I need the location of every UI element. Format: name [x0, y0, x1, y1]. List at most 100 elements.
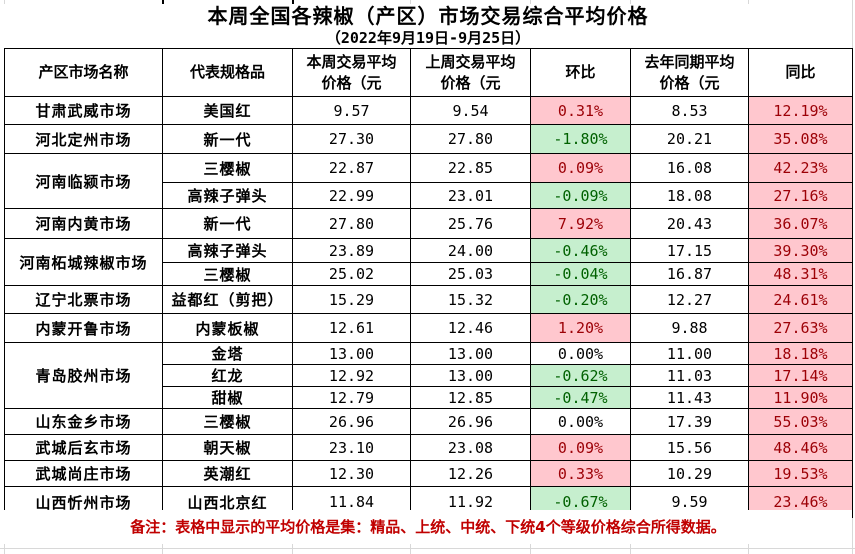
this-week-price: 12.61: [292, 313, 411, 343]
last-week-price: 12.26: [410, 460, 531, 487]
yoy-change: 11.90%: [748, 386, 853, 409]
last-year-price: 16.87: [630, 262, 749, 286]
market-name: 武城后玄市场: [4, 434, 163, 461]
last-week-price: 24.00: [410, 238, 531, 263]
this-week-price: 27.80: [292, 208, 411, 239]
yoy-change: 42.23%: [748, 153, 853, 183]
table-row: 河南柘城辣椒市场 高辣子弹头 23.89 24.00 -0.46% 17.15 …: [4, 238, 853, 286]
mom-change: 0.00%: [530, 342, 631, 365]
date-range: （2022年9月19日-9月25日）: [4, 28, 852, 48]
last-week-price: 23.08: [410, 434, 531, 461]
last-week-price: 22.85: [410, 153, 531, 183]
spec-name: 内蒙板椒: [162, 313, 293, 343]
market-name: 甘肃武威市场: [4, 96, 163, 125]
yoy-change: 36.07%: [748, 208, 853, 239]
last-week-price: 9.54: [410, 96, 531, 125]
yoy-change: 18.18%: [748, 342, 853, 365]
spec-name: 红龙: [162, 364, 293, 387]
last-week-price: 27.80: [410, 124, 531, 154]
spec-name: 新一代: [162, 124, 293, 154]
mom-change: -0.62%: [530, 364, 631, 387]
yoy-change: 35.08%: [748, 124, 853, 154]
table-row: 红龙 12.92 13.00 -0.62% 11.03 17.14%: [5, 364, 853, 387]
market-name: 河北定州市场: [4, 124, 163, 154]
last-year-price: 20.21: [630, 124, 749, 154]
yoy-change: 55.03%: [748, 408, 853, 435]
col-header-market: 产区市场名称: [4, 48, 163, 97]
table-row: 甘肃武威市场 美国红 9.57 9.54 0.31% 8.53 12.19%: [4, 96, 853, 125]
table-row: 武城后玄市场 朝天椒 23.10 23.08 0.09% 15.56 48.46…: [4, 434, 853, 461]
mom-change: -0.04%: [530, 262, 631, 286]
this-week-price: 25.02: [292, 262, 411, 286]
spec-name: 三樱椒: [162, 153, 293, 183]
last-week-price: 25.03: [410, 262, 531, 286]
yoy-change: 17.14%: [748, 364, 853, 387]
col-header-spec: 代表规格品: [162, 48, 293, 97]
price-table: 产区市场名称 代表规格品 本周交易平均 价格（元 上周交易平均 价格（元 环比 去年…: [4, 48, 853, 518]
last-year-price: 11.03: [630, 364, 749, 387]
mom-change: 7.92%: [530, 208, 631, 239]
table-row: 高辣子弹头 22.99 23.01 -0.09% 18.08 27.16%: [5, 182, 853, 209]
this-week-price: 22.99: [292, 182, 411, 209]
this-week-price: 27.30: [292, 124, 411, 154]
yoy-change: 12.19%: [748, 96, 853, 125]
yoy-change: 48.46%: [748, 434, 853, 461]
table-row: 河北定州市场 新一代 27.30 27.80 -1.80% 20.21 35.0…: [4, 124, 853, 154]
col-header-last-year: 去年同期平均 价格（元: [630, 48, 749, 97]
market-name: 山东金乡市场: [4, 408, 163, 435]
this-week-price: 23.10: [292, 434, 411, 461]
yoy-change: 39.30%: [748, 238, 853, 263]
market-name: 青岛胶州市场: [4, 342, 163, 409]
table-row: 辽宁北票市场 益都红（剪把） 15.29 15.32 -0.20% 12.27 …: [4, 285, 853, 314]
col-header-last-week: 上周交易平均 价格（元: [410, 48, 531, 97]
market-name: 河南内黄市场: [4, 208, 163, 239]
table-row: 河南内黄市场 新一代 27.80 25.76 7.92% 20.43 36.07…: [4, 208, 853, 239]
last-week-price: 12.85: [410, 386, 531, 409]
mom-change: -0.47%: [530, 386, 631, 409]
last-year-price: 11.43: [630, 386, 749, 409]
col-header-this-week: 本周交易平均 价格（元: [292, 48, 411, 97]
last-year-price: 20.43: [630, 208, 749, 239]
yoy-change: 27.16%: [748, 182, 853, 209]
this-week-price: 13.00: [292, 342, 411, 365]
spec-name: 高辣子弹头: [162, 238, 293, 263]
this-week-price: 9.57: [292, 96, 411, 125]
last-week-price: 13.00: [410, 342, 531, 365]
spec-name: 甜椒: [162, 386, 293, 409]
table-row: 河南临颍市场 三樱椒 22.87 22.85 0.09% 16.08 42.23…: [4, 153, 853, 209]
spec-name: 美国红: [162, 96, 293, 125]
this-week-price: 23.89: [292, 238, 411, 263]
last-year-price: 16.08: [630, 153, 749, 183]
last-year-price: 11.00: [630, 342, 749, 365]
mom-change: 0.31%: [530, 96, 631, 125]
last-year-price: 12.27: [630, 285, 749, 314]
spec-name: 益都红（剪把）: [162, 285, 293, 314]
last-year-price: 17.15: [630, 238, 749, 263]
table-row: 山东金乡市场 三樱椒 26.96 26.96 0.00% 17.39 55.03…: [4, 408, 853, 435]
mom-change: 0.09%: [530, 434, 631, 461]
spec-name: 朝天椒: [162, 434, 293, 461]
yoy-change: 19.53%: [748, 460, 853, 487]
page-title: 本周全国各辣椒（产区）市场交易综合平均价格: [4, 4, 852, 28]
spec-name: 金塔: [162, 342, 293, 365]
market-name: 河南柘城辣椒市场: [4, 238, 163, 286]
this-week-price: 15.29: [292, 285, 411, 314]
this-week-price: 12.30: [292, 460, 411, 487]
last-week-price: 26.96: [410, 408, 531, 435]
last-year-price: 9.88: [630, 313, 749, 343]
mom-change: 0.09%: [530, 153, 631, 183]
market-name: 武城尚庄市场: [4, 460, 163, 487]
mom-change: -1.80%: [530, 124, 631, 154]
market-name: 河南临颍市场: [4, 153, 163, 209]
table-row: 武城尚庄市场 英潮红 12.30 12.26 0.33% 10.29 19.53…: [4, 460, 853, 487]
this-week-price: 22.87: [292, 153, 411, 183]
last-year-price: 8.53: [630, 96, 749, 125]
spec-name: 三樱椒: [162, 262, 293, 286]
header-row: 产区市场名称 代表规格品 本周交易平均 价格（元 上周交易平均 价格（元 环比 去年…: [4, 48, 853, 97]
last-year-price: 15.56: [630, 434, 749, 461]
mom-change: -0.20%: [530, 285, 631, 314]
mom-change: 0.33%: [530, 460, 631, 487]
mom-change: 1.20%: [530, 313, 631, 343]
mom-change: 0.00%: [530, 408, 631, 435]
table-row: 青岛胶州市场 金塔 13.00 13.00 0.00% 11.00 18.18%: [4, 342, 853, 409]
